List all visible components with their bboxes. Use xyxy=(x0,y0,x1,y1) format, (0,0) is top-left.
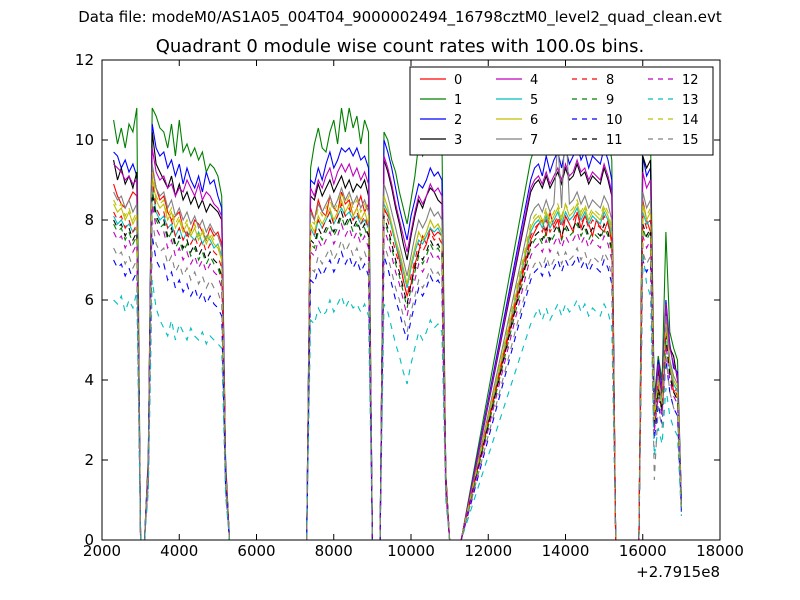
series-line-5 xyxy=(113,187,682,540)
legend-label-3: 3 xyxy=(454,133,462,148)
legend-label-15: 15 xyxy=(682,133,699,148)
y-tick-label: 12 xyxy=(75,51,94,69)
legend-label-8: 8 xyxy=(606,73,614,88)
legend-label-7: 7 xyxy=(530,133,538,148)
legend-label-6: 6 xyxy=(530,113,538,128)
x-tick-label: 12000 xyxy=(464,542,512,560)
series-line-6 xyxy=(113,175,682,540)
legend-label-0: 0 xyxy=(454,73,462,88)
series-line-0 xyxy=(113,167,682,540)
x-tick-label: 8000 xyxy=(315,542,353,560)
legend-label-2: 2 xyxy=(454,113,462,128)
series-line-14 xyxy=(113,171,682,540)
series-line-13 xyxy=(113,251,682,540)
x-tick-label: 6000 xyxy=(237,542,275,560)
series-line-3 xyxy=(113,131,682,540)
legend-box xyxy=(409,66,714,156)
series-line-15 xyxy=(113,219,682,540)
y-tick-label: 4 xyxy=(84,371,94,389)
legend-label-4: 4 xyxy=(530,73,538,88)
legend-label-13: 13 xyxy=(682,93,699,108)
legend-label-5: 5 xyxy=(530,93,538,108)
series-line-1 xyxy=(113,107,682,540)
x-tick-label: 10000 xyxy=(387,542,435,560)
data-file-caption: Data file: modeM0/AS1A05_004T04_90000024… xyxy=(78,8,722,26)
y-tick-label: 8 xyxy=(84,211,94,229)
x-offset-label: +2.7915e8 xyxy=(636,563,720,581)
series-line-2 xyxy=(113,123,682,540)
series-line-7 xyxy=(113,115,682,540)
x-tick-label: 18000 xyxy=(696,542,744,560)
series-line-10 xyxy=(113,235,682,540)
chart-title: Quadrant 0 module wise count rates with … xyxy=(155,36,645,57)
legend-label-1: 1 xyxy=(454,93,462,108)
series-line-4 xyxy=(113,147,682,540)
y-tick-label: 10 xyxy=(75,131,94,149)
legend-label-9: 9 xyxy=(606,93,614,108)
series-line-8 xyxy=(113,179,682,540)
x-tick-label: 14000 xyxy=(542,542,590,560)
series-line-11 xyxy=(113,191,682,540)
y-tick-label: 2 xyxy=(84,451,94,469)
legend-label-10: 10 xyxy=(606,113,623,128)
legend-label-11: 11 xyxy=(606,133,623,148)
legend-label-12: 12 xyxy=(682,73,699,88)
y-tick-label: 0 xyxy=(84,531,94,549)
x-tick-label: 4000 xyxy=(160,542,198,560)
series-line-12 xyxy=(113,203,682,540)
series-line-9 xyxy=(113,195,682,540)
x-tick-label: 16000 xyxy=(619,542,667,560)
y-tick-label: 6 xyxy=(84,291,94,309)
legend-label-14: 14 xyxy=(682,113,699,128)
x-tick-label: 2000 xyxy=(83,542,121,560)
